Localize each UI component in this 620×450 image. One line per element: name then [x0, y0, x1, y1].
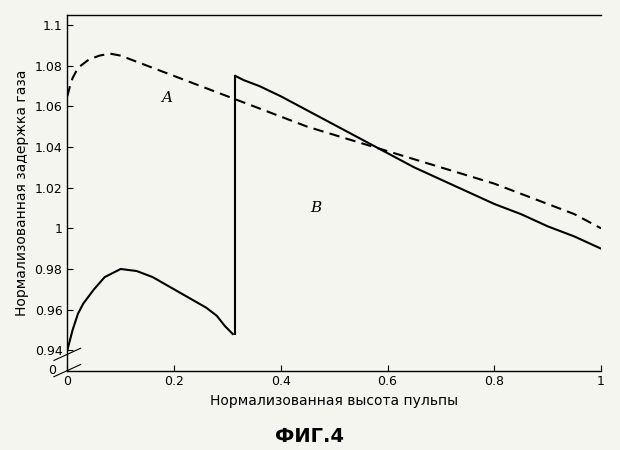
Y-axis label: Нормализованная задержка газа: Нормализованная задержка газа	[15, 70, 29, 316]
X-axis label: Нормализованная высота пульпы: Нормализованная высота пульпы	[210, 394, 458, 408]
Text: B: B	[310, 201, 321, 215]
Text: A: A	[161, 91, 172, 105]
Text: ФИГ.4: ФИГ.4	[275, 427, 345, 446]
Text: 0: 0	[48, 364, 56, 378]
